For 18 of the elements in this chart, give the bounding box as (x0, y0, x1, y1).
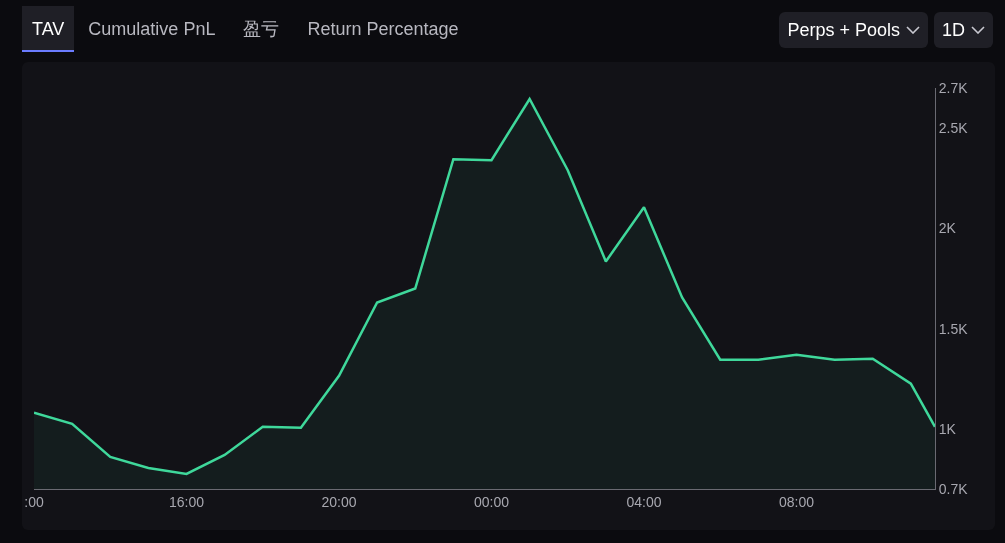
x-tick-label: 04:00 (626, 493, 662, 510)
y-tick-label: 1.5K (938, 320, 969, 337)
x-tick-label: :00 (24, 493, 44, 510)
y-tick-label: 2.5K (938, 120, 969, 136)
x-tick-label: 00:00 (473, 493, 510, 510)
text: Return Percentage (306, 18, 460, 41)
x-tick-label: 20:00 (321, 493, 357, 510)
x-tick-label: 16:00 (168, 493, 205, 510)
chart-title: TAV (22, 6, 75, 52)
text: 1D (941, 19, 965, 42)
y-tick-label: 0.7K (938, 480, 969, 497)
text: Cumulative PnL (87, 18, 217, 41)
text: 盈亏 (242, 18, 281, 41)
y-tick-label: 2K (938, 220, 957, 237)
text: Perps + Pools (787, 19, 900, 42)
x-tick-label: 08:00 (778, 493, 815, 510)
y-tick-label: 2.7K (938, 79, 969, 96)
y-tick-label: 1K (938, 420, 957, 437)
